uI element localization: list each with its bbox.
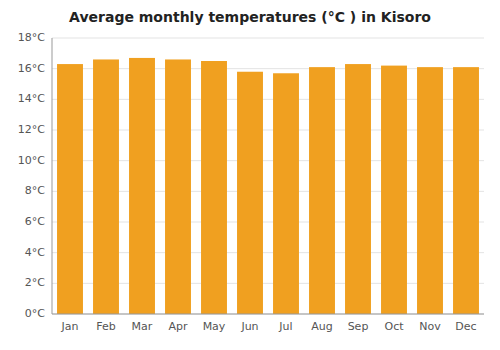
- x-axis: Jan Feb Mar Apr May Jun Jul Aug Sep Oct Nov Dec: [61, 320, 477, 333]
- y-axis-line: [52, 38, 53, 314]
- bar: [57, 64, 83, 314]
- x-tick-label: Nov: [419, 320, 441, 333]
- bar: [381, 66, 407, 314]
- bar: [309, 67, 335, 314]
- y-axis: 0°C 2°C 4°C 6°C 8°C 10°C 12°C 14°C 16°C 18°C: [18, 31, 45, 320]
- y-tick-label: 6°C: [25, 215, 45, 228]
- x-tick-label: Jan: [61, 320, 79, 333]
- bar: [165, 59, 191, 314]
- x-tick-label: Sep: [348, 320, 369, 333]
- y-tick-label: 0°C: [25, 307, 45, 320]
- y-tick-label: 2°C: [25, 276, 45, 289]
- bar: [273, 73, 299, 314]
- x-tick-label: Apr: [168, 320, 188, 333]
- grid: [52, 38, 484, 314]
- y-tick-label: 12°C: [18, 123, 45, 136]
- bar: [345, 64, 371, 314]
- bar: [453, 67, 479, 314]
- x-axis-line: [52, 314, 484, 315]
- title: Average monthly temperatures (°C ) in Ki…: [69, 9, 431, 25]
- x-tick-label: May: [203, 320, 226, 333]
- bars: [57, 58, 479, 314]
- grid-line: [52, 38, 484, 39]
- y-tick-label: 16°C: [18, 62, 45, 75]
- y-tick-label: 18°C: [18, 31, 45, 44]
- grid-line: [52, 314, 484, 315]
- bar: [237, 72, 263, 314]
- bar: [129, 58, 155, 314]
- chart-svg: 0°C 2°C 4°C 6°C 8°C 10°C 12°C 14°C 16°C 18°C Jan Fe…: [0, 0, 500, 350]
- bar: [201, 61, 227, 314]
- bar: [93, 59, 119, 314]
- y-tick-label: 4°C: [25, 246, 45, 259]
- x-tick-label: Jul: [278, 320, 292, 333]
- x-tick-label: Jun: [240, 320, 258, 333]
- x-tick-label: Oct: [384, 320, 404, 333]
- x-tick-label: Dec: [455, 320, 476, 333]
- chart-container: 0°C 2°C 4°C 6°C 8°C 10°C 12°C 14°C 16°C 18°C Jan Fe…: [0, 0, 500, 350]
- x-tick-label: Feb: [96, 320, 115, 333]
- x-tick-label: Aug: [311, 320, 332, 333]
- x-tick-label: Mar: [132, 320, 153, 333]
- y-tick-label: 14°C: [18, 92, 45, 105]
- bar: [417, 67, 443, 314]
- y-tick-label: 8°C: [25, 184, 45, 197]
- y-tick-label: 10°C: [18, 154, 45, 167]
